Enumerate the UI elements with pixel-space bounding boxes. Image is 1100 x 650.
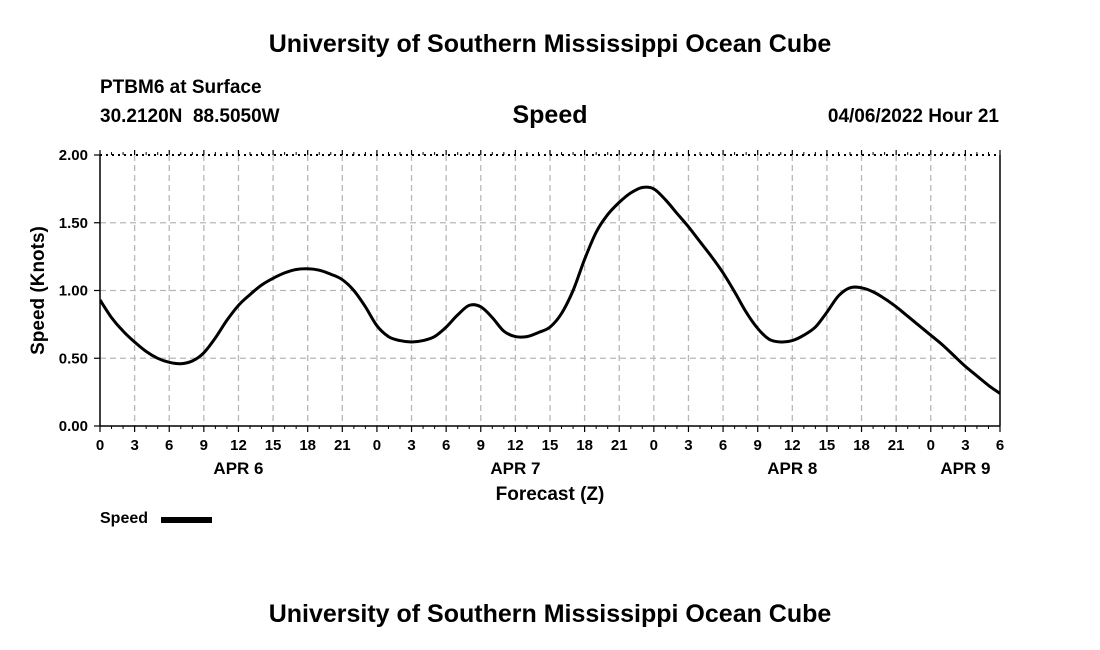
x-tick-label: 3 (684, 437, 692, 454)
x-tick-label: 3 (130, 437, 138, 454)
x-tick-label: 15 (542, 437, 559, 454)
date-label: APR 7 (490, 459, 540, 478)
x-tick-label: 3 (407, 437, 415, 454)
x-tick-label: 12 (507, 437, 524, 454)
x-tick-label: 12 (784, 437, 801, 454)
x-tick-label: 18 (853, 437, 870, 454)
x-tick-label: 0 (650, 437, 658, 454)
chart-title: Speed (512, 101, 588, 129)
page-title-bottom: University of Southern Mississippi Ocean… (268, 600, 832, 628)
y-axis-label: Speed (Knots) (28, 226, 49, 355)
x-tick-label: 6 (719, 437, 727, 454)
x-tick-label: 9 (200, 437, 208, 454)
station-coordinates: 30.2120N 88.5050W (100, 106, 280, 127)
x-tick-label: 15 (819, 437, 836, 454)
x-tick-label: 21 (888, 437, 905, 454)
x-tick-label: 21 (611, 437, 628, 454)
forecast-timestamp: 04/06/2022 Hour 21 (827, 106, 999, 127)
x-tick-label: 3 (961, 437, 969, 454)
y-tick-label: 2.00 (59, 147, 88, 164)
x-tick-label: 18 (299, 437, 316, 454)
date-label: APR 9 (940, 459, 990, 478)
x-tick-label: 9 (477, 437, 485, 454)
x-tick-label: 9 (754, 437, 762, 454)
x-axis-label: Forecast (Z) (496, 484, 605, 505)
x-tick-label: 6 (996, 437, 1004, 454)
page-title-top: University of Southern Mississippi Ocean… (268, 30, 832, 58)
y-tick-label: 0.00 (59, 418, 88, 435)
x-tick-label: 18 (576, 437, 593, 454)
series-line-speed (100, 185, 1000, 395)
speed-chart: 0 3 6 9 12 15 18 21 0 3 6 9 12 15 18 21 0 3 6 9 12 15 18 21 0 3 6 0… (28, 147, 1004, 505)
station-label: PTBM6 at Surface (100, 77, 262, 98)
x-tick-label: 12 (230, 437, 247, 454)
legend-label: Speed (100, 510, 149, 527)
date-label: APR 6 (213, 459, 263, 478)
x-tick-label: 6 (165, 437, 173, 454)
y-tick-label: 1.50 (59, 215, 88, 232)
y-tick-label: 0.50 (59, 350, 88, 367)
x-tick-label: 0 (373, 437, 381, 454)
x-tick-label: 0 (96, 437, 104, 454)
x-tick-label: 21 (334, 437, 351, 454)
x-tick-label: 0 (927, 437, 935, 454)
y-tick-label: 1.00 (59, 283, 88, 300)
x-tick-label: 15 (265, 437, 282, 454)
x-tick-label: 6 (442, 437, 450, 454)
legend-line-swatch (161, 517, 212, 523)
date-label: APR 8 (767, 459, 817, 478)
